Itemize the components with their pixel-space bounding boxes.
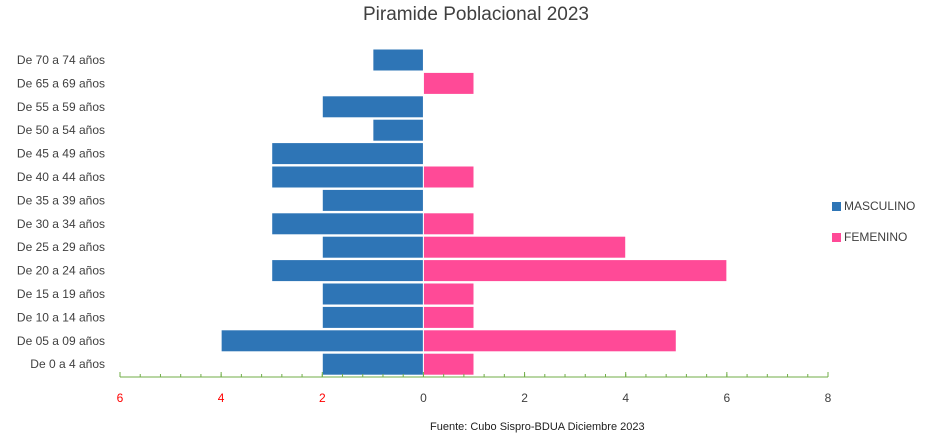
category-label: De 45 a 49 años <box>17 147 105 161</box>
category-label: De 15 a 19 años <box>17 287 105 301</box>
legend-swatch-masculino <box>832 201 841 211</box>
bar-masculino <box>220 329 424 353</box>
x-tick-label: 6 <box>724 391 731 405</box>
category-label: De 25 a 29 años <box>17 240 105 254</box>
chart-legend: MASCULINO FEMENINO <box>832 197 915 259</box>
bar-masculino <box>372 118 424 142</box>
bar-masculino <box>372 48 424 72</box>
bar-femenino <box>422 352 475 376</box>
category-label: De 65 a 69 años <box>17 76 105 90</box>
legend-item-masculino: MASCULINO <box>832 197 915 215</box>
x-tick-label: 4 <box>622 391 629 405</box>
x-tick-label: 8 <box>825 391 832 405</box>
bar-masculino <box>321 282 424 306</box>
category-label: De 70 a 74 años <box>17 53 105 67</box>
x-tick-label: 6 <box>117 391 124 405</box>
x-tick-label: 4 <box>218 391 225 405</box>
bar-femenino <box>422 259 728 283</box>
category-label: De 40 a 44 años <box>17 170 105 184</box>
bar-masculino <box>321 95 424 119</box>
bar-femenino <box>422 282 475 306</box>
bar-masculino <box>321 305 424 329</box>
category-label: De 20 a 24 años <box>17 264 105 278</box>
bar-masculino <box>271 259 424 283</box>
category-label: De 55 a 59 años <box>17 100 105 114</box>
chart-source-note: Fuente: Cubo Sispro-BDUA Diciembre 2023 <box>430 421 645 433</box>
bar-femenino <box>422 329 677 353</box>
bar-femenino <box>422 235 627 259</box>
category-label: De 10 a 14 años <box>17 310 105 324</box>
bar-masculino <box>321 188 424 212</box>
bar-masculino <box>321 352 424 376</box>
x-tick-label: 2 <box>521 391 528 405</box>
category-label: De 30 a 34 años <box>17 217 105 231</box>
category-label: De 0 a 4 años <box>30 357 105 371</box>
bar-masculino <box>271 142 424 166</box>
category-label: De 05 a 09 años <box>17 334 105 348</box>
legend-swatch-femenino <box>832 232 841 242</box>
legend-item-femenino: FEMENINO <box>832 228 915 246</box>
bar-femenino <box>422 165 475 189</box>
legend-label-femenino: FEMENINO <box>844 230 908 244</box>
chart-title: Piramide Poblacional 2023 <box>362 4 590 25</box>
category-label: De 50 a 54 años <box>17 123 105 137</box>
bar-masculino <box>271 165 424 189</box>
bar-masculino <box>271 212 424 236</box>
bar-masculino <box>321 235 424 259</box>
bar-femenino <box>422 212 475 236</box>
bar-femenino <box>422 305 475 329</box>
category-label: De 35 a 39 años <box>17 193 105 207</box>
legend-label-masculino: MASCULINO <box>844 199 916 213</box>
x-tick-label: 0 <box>420 391 427 405</box>
bar-femenino <box>422 71 475 95</box>
x-tick-label: 2 <box>319 391 326 405</box>
